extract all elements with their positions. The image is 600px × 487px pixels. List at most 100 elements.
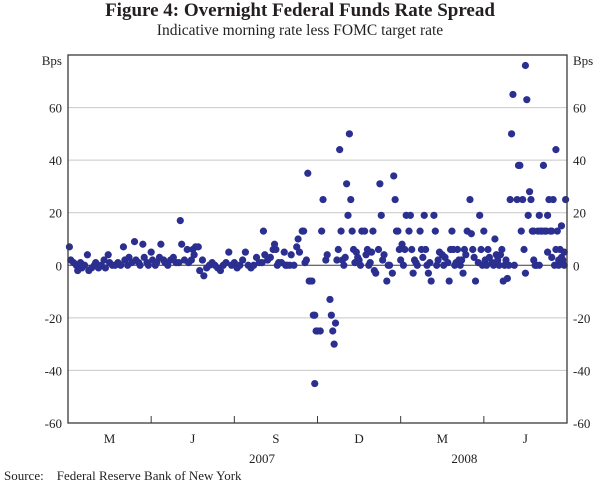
- y-axis-unit-right: Bps: [573, 53, 593, 68]
- data-point: [467, 230, 475, 238]
- data-point: [287, 251, 295, 259]
- data-point: [117, 261, 125, 269]
- data-point: [424, 269, 432, 277]
- data-point: [380, 251, 388, 259]
- y-tick-label-left: 0: [56, 258, 63, 273]
- data-point: [406, 211, 414, 219]
- data-point: [144, 261, 152, 269]
- y-tick-label-right: -40: [573, 363, 590, 378]
- y-tick-labels-right: 60 40 20 0 -20 -40 -60: [573, 101, 590, 431]
- data-point: [323, 251, 331, 259]
- chart-subtitle: Indicative morning rate less FOMC target…: [156, 22, 444, 39]
- data-point: [333, 256, 341, 264]
- y-tick-label-left: 40: [49, 153, 62, 168]
- data-point: [430, 211, 438, 219]
- data-point: [413, 261, 421, 269]
- data-point: [308, 277, 316, 285]
- data-point: [241, 248, 250, 256]
- data-point: [356, 261, 365, 269]
- data-point: [427, 277, 435, 285]
- x-tick-label: D: [354, 431, 363, 446]
- data-point: [377, 211, 385, 219]
- data-point: [557, 222, 566, 230]
- data-point: [194, 243, 202, 251]
- data-point: [372, 269, 380, 277]
- data-point: [553, 227, 561, 235]
- data-point: [130, 238, 139, 246]
- y-tick-label-right: -20: [573, 311, 590, 326]
- data-point: [422, 245, 430, 254]
- y-tick-label-right: -60: [573, 416, 590, 431]
- data-point: [525, 188, 534, 196]
- data-point: [101, 264, 110, 272]
- data-point: [520, 245, 528, 254]
- y-tick-labels-left: 60 40 20 0 -20 -40 -60: [45, 101, 62, 431]
- data-point: [390, 172, 398, 180]
- data-point: [347, 195, 355, 204]
- data-point: [157, 240, 165, 248]
- data-point: [480, 227, 488, 235]
- data-point: [383, 277, 391, 285]
- data-point: [391, 195, 399, 204]
- data-point: [426, 259, 434, 267]
- data-point: [503, 274, 511, 283]
- x-ticks: [150, 416, 485, 423]
- y-tick-label-left: -40: [45, 363, 62, 378]
- data-point: [470, 253, 478, 261]
- y-axis-unit-left: Bps: [42, 53, 62, 68]
- data-point: [337, 227, 345, 235]
- data-point: [448, 227, 456, 235]
- data-point: [361, 227, 369, 235]
- data-point: [175, 259, 183, 267]
- data-point: [343, 180, 351, 188]
- y-tick-label-right: 20: [573, 206, 586, 221]
- x-year-label: 2008: [451, 451, 477, 466]
- data-point: [535, 261, 543, 269]
- data-point: [329, 327, 337, 335]
- data-point: [524, 211, 532, 219]
- x-tick-label: J: [523, 431, 528, 446]
- data-point: [119, 243, 128, 251]
- data-point: [302, 256, 311, 264]
- source-note: Source: Federal Reserve Bank of New York: [4, 468, 242, 483]
- data-point: [65, 243, 73, 251]
- data-point: [294, 235, 302, 243]
- x-year-labels: 2007 2008: [249, 451, 477, 466]
- data-point: [489, 261, 498, 269]
- data-point: [495, 261, 503, 269]
- data-point: [530, 256, 538, 264]
- data-point: [483, 261, 491, 269]
- data-point: [394, 227, 402, 235]
- data-point: [300, 227, 308, 235]
- data-point: [552, 146, 560, 154]
- data-point: [484, 245, 492, 254]
- data-point: [466, 195, 474, 204]
- data-point: [471, 277, 480, 285]
- data-point: [476, 211, 484, 219]
- data-point: [272, 245, 280, 254]
- data-point: [318, 227, 326, 235]
- data-point: [295, 248, 304, 256]
- data-point: [331, 319, 340, 327]
- data-point: [444, 259, 452, 267]
- data-point: [336, 146, 344, 154]
- data-point: [405, 227, 413, 235]
- data-point: [539, 161, 548, 169]
- data-point: [83, 251, 92, 259]
- y-tick-label-left: 60: [49, 101, 62, 116]
- data-point: [239, 256, 247, 264]
- data-point: [491, 235, 499, 243]
- data-point: [458, 256, 466, 264]
- gridlines: [68, 107, 567, 371]
- data-point: [521, 269, 530, 277]
- data-point: [434, 256, 442, 264]
- x-tick-label: S: [272, 431, 279, 446]
- data-point: [280, 248, 288, 256]
- x-tick-label: J: [190, 431, 195, 446]
- y-tick-label-right: 0: [573, 258, 580, 273]
- data-point: [521, 61, 530, 70]
- x-tick-label: M: [104, 431, 116, 446]
- data-point: [420, 211, 428, 219]
- data-point: [176, 217, 184, 225]
